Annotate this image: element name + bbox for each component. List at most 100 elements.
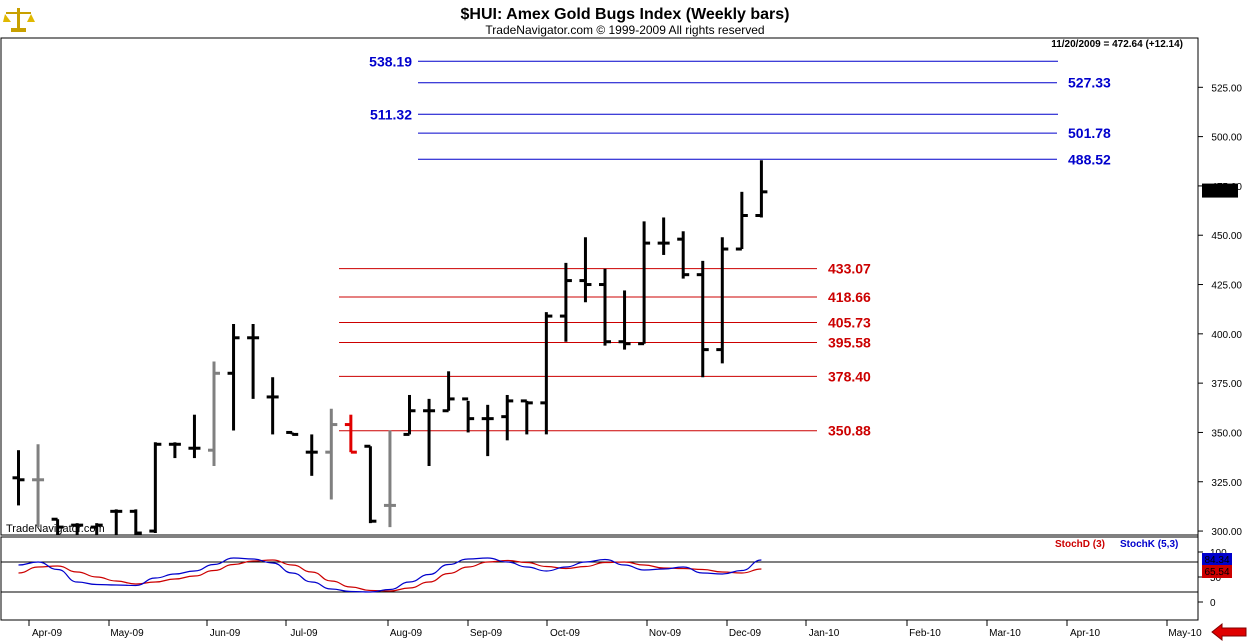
last-price-info: 11/20/2009 = 472.64 (+12.14) — [1051, 39, 1183, 50]
level-label: 378.40 — [828, 368, 871, 384]
x-tick-label: Apr-10 — [1070, 628, 1100, 639]
stoch-d-box — [1202, 565, 1232, 578]
ohlc-bar — [462, 397, 475, 433]
ohlc-bar — [423, 398, 436, 466]
ohlc-bar — [168, 442, 181, 459]
ohlc-bar — [559, 262, 572, 342]
y-tick-label: 425.00 — [1211, 281, 1242, 292]
stochastic-plot — [1, 557, 1198, 593]
ohlc-bar — [403, 394, 416, 436]
x-tick-label: Jan-10 — [809, 628, 840, 639]
ohlc-bar — [696, 260, 709, 378]
ohlc-bar — [51, 517, 64, 535]
ohlc-bar — [618, 290, 631, 350]
stoch-legend: StochD (3) StochK (5,3) — [1055, 539, 1178, 550]
x-tick-label: Aug-09 — [390, 628, 423, 639]
ohlc-bar — [208, 361, 220, 466]
level-label: 511.32 — [370, 106, 412, 122]
ohlc-bar — [638, 221, 651, 346]
x-tick-label: May-10 — [1168, 628, 1202, 639]
ohlc-bar — [266, 377, 279, 435]
price-panel — [0, 37, 1199, 536]
ohlc-bar — [90, 523, 103, 535]
ohlc-bar — [247, 323, 260, 399]
price-y-axis: 300.00 325.00 350.00 375.00 400.00 425.00 450.… — [1198, 83, 1242, 538]
ohlc-bar — [110, 509, 123, 535]
x-tick-label: Mar-10 — [989, 628, 1021, 639]
x-tick-label: Jun-09 — [210, 628, 241, 639]
x-tick-label: Apr-09 — [32, 628, 62, 639]
last-price-box — [1202, 183, 1238, 198]
level-label: 395.58 — [828, 335, 871, 351]
ohlc-bar — [32, 444, 45, 528]
stoch-k-last-label: 84.34 — [1204, 555, 1229, 566]
level-label: 538.19 — [369, 53, 412, 69]
ohlc-bar — [540, 312, 553, 435]
y-tick-label: 450.00 — [1211, 231, 1242, 242]
level-lines: 538.19 527.33 511.32 501.78 488.52 433.07 418.… — [339, 53, 1111, 439]
ohlc-bar — [755, 160, 768, 218]
ohlc-bar — [188, 414, 201, 459]
ohlc-bars — [12, 160, 768, 535]
level-label: 527.33 — [1068, 75, 1111, 91]
last-price-group: 472.64 — [1202, 183, 1238, 198]
x-tick-label: Sep-09 — [470, 628, 503, 639]
ohlc-bar — [520, 399, 533, 435]
y-tick-label: 350.00 — [1211, 428, 1242, 439]
ohlc-bar — [71, 523, 84, 535]
ohlc-bar — [442, 371, 455, 413]
ohlc-bar — [12, 450, 25, 506]
ohlc-bar — [305, 434, 318, 476]
stoch-panel — [0, 536, 1199, 621]
ohlc-bar — [579, 237, 592, 303]
ohlc-bar — [657, 217, 670, 255]
x-tick-label: Oct-09 — [550, 628, 580, 639]
y-tick-label: 325.00 — [1211, 478, 1242, 489]
ohlc-bar — [344, 414, 357, 454]
level-label: 501.78 — [1068, 125, 1111, 141]
chart-title: $HUI: Amex Gold Bugs Index (Weekly bars) — [461, 6, 790, 23]
ohlc-bar — [227, 323, 240, 431]
ohlc-bar — [149, 442, 162, 534]
time-x-axis: Apr-09 May-09 Jun-09 Jul-09 Aug-09 Sep-09 Oct-… — [28, 620, 1202, 639]
y-tick-label: 400.00 — [1211, 330, 1242, 341]
stoch-d-last-label: 65.54 — [1204, 567, 1229, 578]
ohlc-bar — [364, 444, 377, 524]
level-label: 405.73 — [828, 315, 871, 331]
ohlc-bar — [325, 408, 338, 500]
level-label: 433.07 — [828, 261, 871, 277]
x-tick-label: Dec-09 — [729, 628, 762, 639]
y-tick-label: 525.00 — [1211, 83, 1242, 94]
gold-scales-icon — [3, 8, 35, 32]
last-price-label: 472.64 — [1205, 187, 1236, 198]
chart-subtitle: TradeNavigator.com © 1999-2009 All right… — [485, 23, 764, 37]
ohlc-bar — [501, 394, 514, 441]
ohlc-bar — [129, 509, 142, 535]
level-label: 350.88 — [828, 423, 871, 439]
ohlc-bar — [735, 191, 748, 251]
stoch-k-box — [1202, 553, 1232, 566]
stoch-legend-item: StochK (5,3) — [1120, 539, 1178, 550]
watermark: TradeNavigator.com — [6, 523, 105, 535]
y-tick-label: 500.00 — [1211, 133, 1242, 144]
ohlc-bar — [481, 404, 494, 457]
red-left-arrow-icon[interactable] — [1211, 622, 1247, 642]
ohlc-bar — [599, 268, 611, 346]
stoch-tick-label: 0 — [1210, 598, 1216, 609]
level-label: 418.66 — [828, 289, 871, 305]
ohlc-bar — [716, 237, 729, 364]
y-tick-label: 300.00 — [1211, 527, 1242, 538]
y-tick-label: 375.00 — [1211, 379, 1242, 390]
ohlc-bar — [383, 430, 396, 528]
stoch-k-line — [18, 557, 762, 593]
level-label: 488.52 — [1068, 151, 1111, 167]
stoch-tick-label: 50 — [1210, 573, 1222, 584]
x-tick-label: Jul-09 — [290, 628, 318, 639]
ohlc-bar — [677, 231, 690, 279]
x-tick-label: May-09 — [110, 628, 144, 639]
x-tick-label: Feb-10 — [909, 628, 941, 639]
ohlc-bar — [286, 430, 299, 436]
x-tick-label: Nov-09 — [649, 628, 682, 639]
